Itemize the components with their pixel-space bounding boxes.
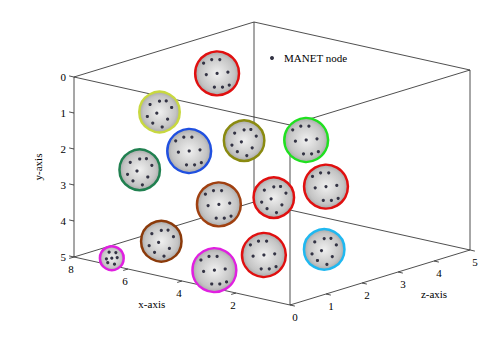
svg-text:2: 2: [364, 289, 370, 301]
svg-text:1: 1: [328, 300, 334, 312]
svg-text:z-axis: z-axis: [421, 288, 447, 300]
svg-text:2: 2: [230, 299, 236, 311]
svg-text:3: 3: [400, 278, 406, 290]
svg-text:0: 0: [292, 311, 298, 323]
svg-text:6: 6: [122, 275, 128, 287]
svg-text:4: 4: [61, 215, 67, 227]
svg-text:1: 1: [61, 107, 67, 119]
svg-text:MANET node: MANET node: [284, 52, 347, 64]
svg-text:x-axis: x-axis: [138, 298, 165, 310]
svg-text:4: 4: [436, 267, 442, 279]
svg-text:0: 0: [61, 71, 67, 83]
svg-text:4: 4: [176, 287, 182, 299]
svg-text:8: 8: [68, 263, 74, 275]
svg-text:5: 5: [472, 256, 478, 268]
svg-text:5: 5: [61, 251, 67, 263]
svg-text:y-axis: y-axis: [32, 154, 44, 181]
svg-text:3: 3: [61, 179, 67, 191]
svg-text:2: 2: [61, 143, 67, 155]
